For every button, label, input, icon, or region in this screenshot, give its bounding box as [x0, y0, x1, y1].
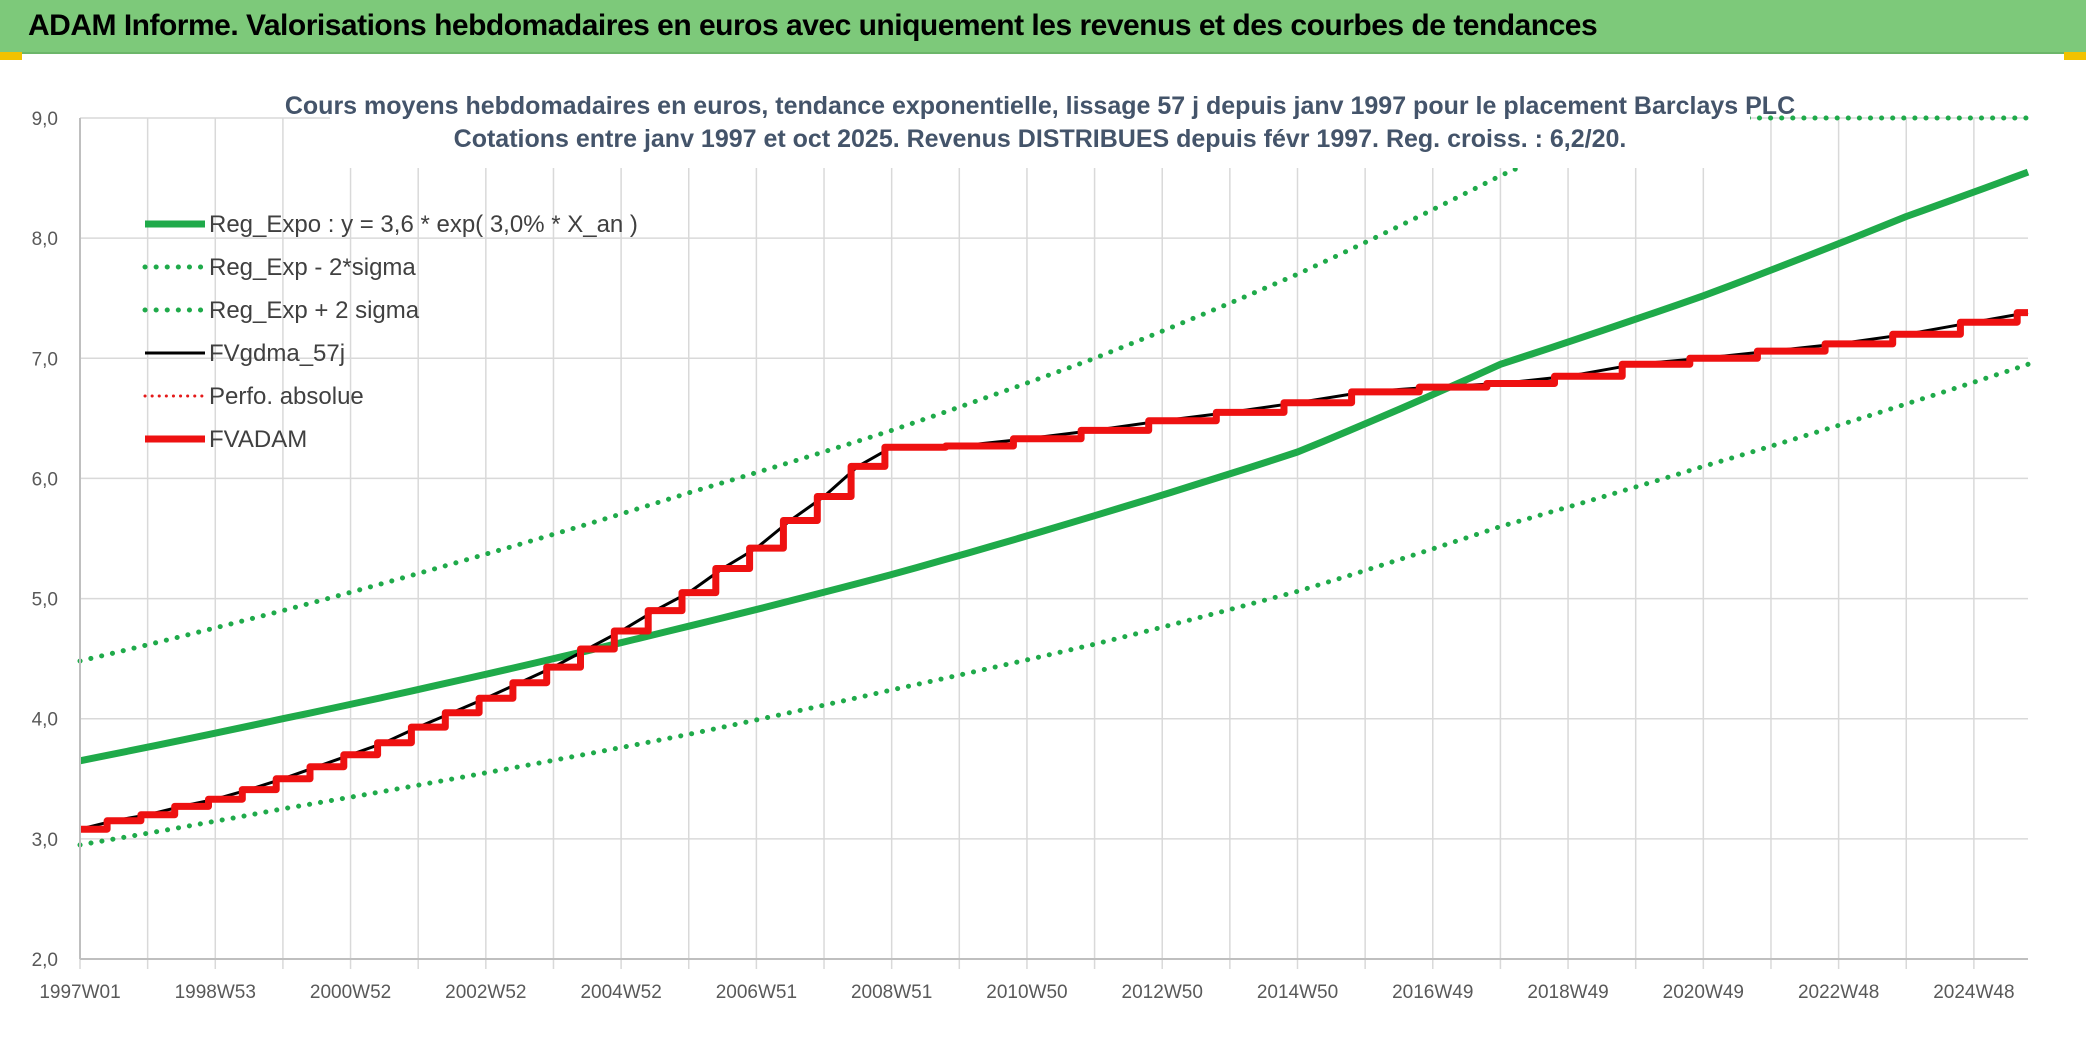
series-line-2 — [77, 115, 2031, 664]
chart-title: Cours moyens hebdomadaires en euros, ten… — [285, 92, 1795, 120]
x-tick-label: 2024W48 — [1933, 982, 2014, 1003]
x-tick-label: 2002W52 — [445, 982, 526, 1003]
y-tick-label: 6,0 — [32, 469, 58, 490]
x-tick-label: 2008W51 — [851, 982, 932, 1003]
y-tick-label: 2,0 — [32, 950, 58, 971]
x-tick-label: 2000W52 — [310, 982, 391, 1003]
corner-marker-left — [0, 52, 22, 60]
y-tick-label: 9,0 — [32, 109, 58, 130]
corner-marker-right — [2064, 52, 2086, 60]
y-tick-label: 5,0 — [32, 590, 58, 611]
x-tick-label: 2022W48 — [1798, 982, 1879, 1003]
axes: 2,0 3,0 4,0 5,0 6,0 7,0 8,0 9,0 1997W01 1998W53 20… — [32, 109, 2028, 1003]
legend-label: FVgdma_57j — [209, 340, 345, 367]
series-line-0 — [79, 168, 2030, 765]
legend-label: Reg_Exp + 2 sigma — [209, 297, 420, 324]
x-tick-label: 2016W49 — [1392, 982, 1473, 1003]
x-tick-label: 2012W50 — [1122, 982, 1203, 1003]
x-tick-label: 2014W50 — [1257, 982, 1338, 1003]
x-tick-label: 1997W01 — [39, 982, 120, 1003]
chart-subtitle: Cotations entre janv 1997 et oct 2025. R… — [454, 125, 1627, 153]
legend-label: FVADAM — [209, 426, 307, 453]
y-tick-label: 8,0 — [32, 229, 58, 250]
series-line-5 — [80, 309, 2028, 833]
title-background — [330, 88, 1750, 168]
report-title: ADAM Informe. Valorisations hebdomadaire… — [28, 9, 1598, 42]
x-tick-label: 2018W49 — [1527, 982, 1608, 1003]
series-layer — [77, 115, 2031, 848]
y-tick-label: 3,0 — [32, 830, 58, 851]
legend-label: Reg_Expo : y = 3,6 * exp( 3,0% * X_an ) — [209, 211, 638, 238]
y-tick-label: 4,0 — [32, 710, 58, 731]
legend: Reg_Expo : y = 3,6 * exp( 3,0% * X_an ) R… — [142, 211, 638, 453]
grid — [79, 117, 2028, 969]
line-chart: 2,0 3,0 4,0 5,0 6,0 7,0 8,0 9,0 1997W01 1998W53 20… — [32, 88, 2031, 1003]
legend-label: Perfo. absolue — [209, 383, 364, 410]
x-tick-label: 2004W52 — [580, 982, 661, 1003]
x-tick-label: 1998W53 — [175, 982, 256, 1003]
series-line-1 — [77, 361, 2031, 848]
report-header: ADAM Informe. Valorisations hebdomadaire… — [0, 0, 2086, 54]
legend-label: Reg_Exp - 2*sigma — [209, 254, 416, 281]
x-tick-label: 2010W50 — [986, 982, 1067, 1003]
y-tick-label: 7,0 — [32, 349, 58, 370]
x-tick-label: 2006W51 — [716, 982, 797, 1003]
chart-area: 2,0 3,0 4,0 5,0 6,0 7,0 8,0 9,0 1997W01 1998W53 20… — [0, 54, 2086, 1037]
x-tick-label: 2020W49 — [1663, 982, 1744, 1003]
